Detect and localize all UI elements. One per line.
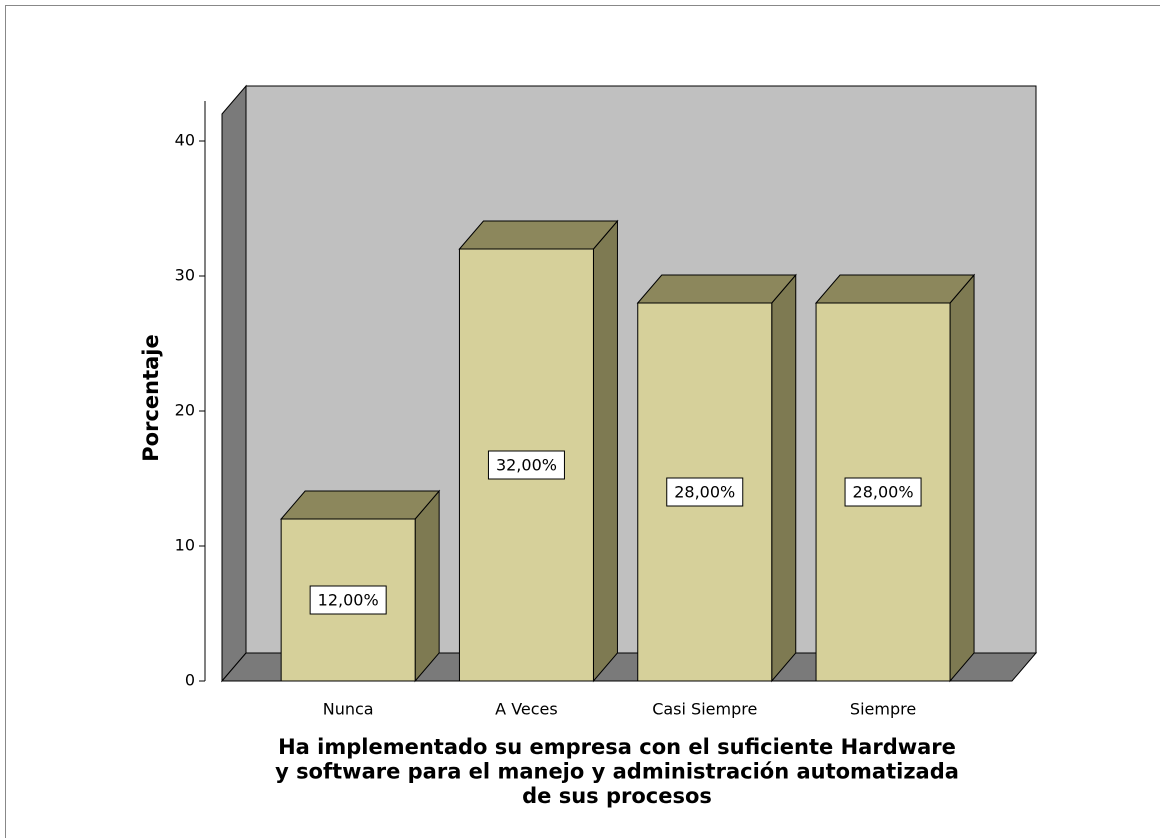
bar-top [636, 274, 797, 304]
x-tick-label: Nunca [323, 700, 374, 719]
x-axis-label: Ha implementado su empresa con el sufici… [278, 735, 956, 759]
bar-side [949, 273, 975, 683]
value-label: 28,00% [853, 483, 914, 502]
bar-top [280, 490, 441, 520]
y-axis-label: Porcentaje [139, 334, 163, 461]
bar [458, 219, 619, 683]
y-tick-label: 40 [175, 131, 195, 150]
x-axis-label: y software para el manejo y administraci… [275, 760, 959, 784]
y-tick-label: 20 [175, 401, 195, 420]
value-label: 12,00% [318, 591, 379, 610]
value-label-box [844, 477, 922, 507]
value-label-box [487, 450, 565, 480]
side-wall [221, 84, 247, 683]
value-label: 32,00% [496, 456, 557, 475]
bar-top [458, 220, 619, 250]
y-tick-label: 0 [185, 671, 195, 690]
x-axis-label: de sus procesos [522, 784, 712, 808]
y-tick-label: 30 [175, 266, 195, 285]
bar-top [814, 274, 976, 304]
y-tick-label: 10 [175, 536, 195, 555]
value-label-box [309, 585, 387, 615]
x-tick-label: Casi Siempre [652, 700, 757, 719]
bar-side [592, 219, 618, 683]
value-label: 28,00% [674, 483, 735, 502]
x-tick-label: Siempre [850, 700, 916, 719]
bar-side [414, 489, 440, 683]
bar-side [771, 273, 797, 683]
x-tick-label: A Veces [495, 700, 558, 719]
bar [636, 273, 797, 683]
value-label-box [666, 477, 744, 507]
